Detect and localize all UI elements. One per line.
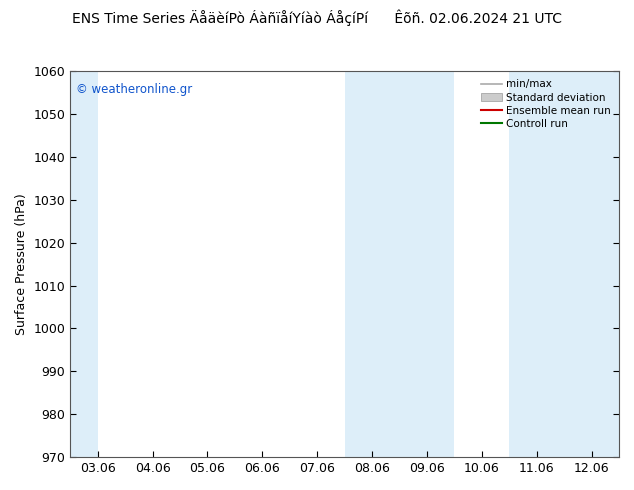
Bar: [399, 71, 455, 457]
Bar: [70, 71, 98, 457]
Y-axis label: Surface Pressure (hPa): Surface Pressure (hPa): [15, 193, 28, 335]
Bar: [345, 71, 399, 457]
Text: ENS Time Series ÄåäèíPò ÁàñïåíYíàò ÁåçíPí      Êõñ. 02.06.2024 21 UTC: ENS Time Series ÄåäèíPò ÁàñïåíYíàò ÁåçíP…: [72, 10, 562, 26]
Legend: min/max, Standard deviation, Ensemble mean run, Controll run: min/max, Standard deviation, Ensemble me…: [478, 76, 614, 132]
Text: © weatheronline.gr: © weatheronline.gr: [76, 83, 192, 96]
Bar: [509, 71, 619, 457]
